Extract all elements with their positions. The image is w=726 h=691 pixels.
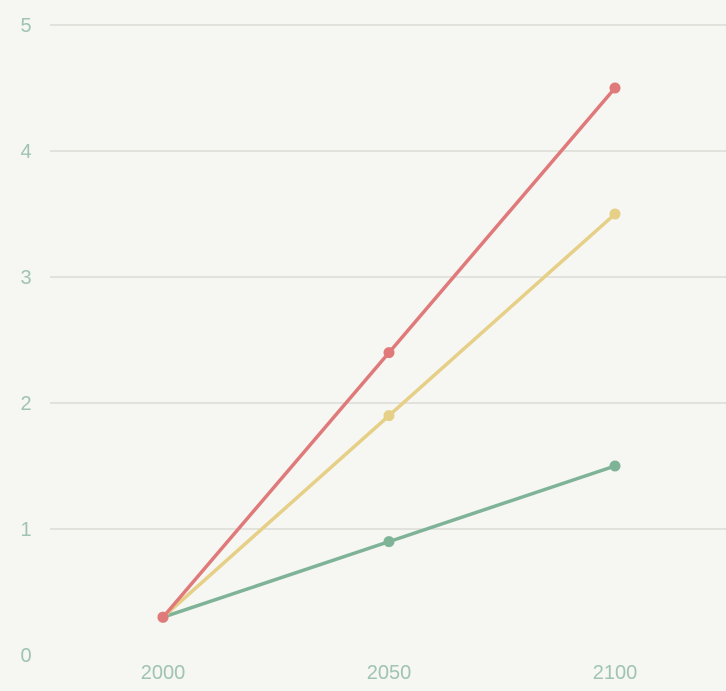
data-point-s0-2050	[383, 347, 395, 359]
x-axis-ticks: 2000 2050 2100	[141, 662, 638, 684]
y-tick-label-5: 5	[20, 15, 31, 37]
data-point-s2-2050	[383, 536, 395, 548]
data-point-s1-2100	[609, 208, 621, 220]
x-tick-label-2100: 2100	[593, 662, 638, 684]
y-tick-label-1: 1	[20, 519, 31, 541]
data-point-s1-2050	[383, 410, 395, 422]
grid-lines	[50, 24, 726, 530]
y-tick-label-3: 3	[20, 267, 31, 289]
series-points	[157, 82, 621, 623]
data-point-s0-2100	[609, 82, 621, 94]
y-tick-label-0: 0	[20, 645, 31, 667]
data-point-s0-2000	[157, 611, 169, 623]
y-axis-ticks: 0 1 2 3 4 5	[20, 15, 31, 667]
data-point-s2-2100	[609, 460, 621, 472]
x-tick-label-2050: 2050	[367, 662, 412, 684]
x-tick-label-2000: 2000	[141, 662, 186, 684]
y-tick-label-4: 4	[20, 141, 31, 163]
y-tick-label-2: 2	[20, 393, 31, 415]
